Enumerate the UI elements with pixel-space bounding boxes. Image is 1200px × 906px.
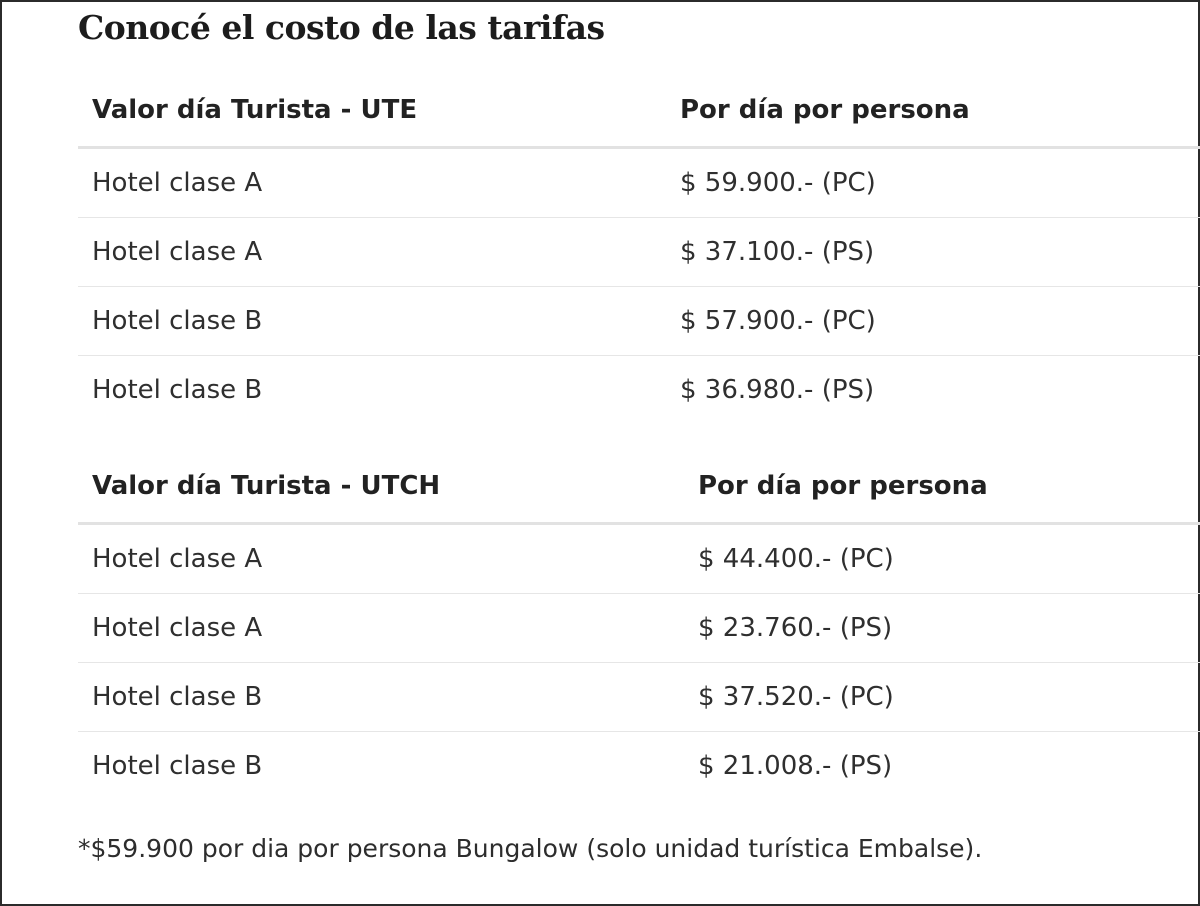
- hotel-class-cell: Hotel clase B: [92, 375, 263, 405]
- hotel-class-cell: Hotel clase A: [78, 147, 666, 218]
- table-header-row: Valor día Turista - UTCH Por día por per…: [78, 450, 1200, 525]
- hotel-class-cell: Hotel clase B: [78, 662, 684, 732]
- price-cell: $ 21.008.- (PS): [698, 751, 893, 781]
- footnote: *$59.900 por dia por persona Bungalow (s…: [78, 834, 983, 863]
- price-cell: $ 23.760.- (PS): [684, 593, 1200, 663]
- price-cell: $ 44.400.- (PC): [684, 523, 1200, 594]
- table-row: Hotel clase B $ 37.520.- (PC): [78, 662, 1200, 732]
- column-header-rate-type: Valor día Turista - UTCH: [78, 450, 684, 525]
- rates-table-ute: Valor día Turista - UTE Por día por pers…: [78, 74, 1200, 424]
- column-header-price: Por día por persona: [666, 74, 1200, 149]
- page-title: Conocé el costo de las tarifas: [78, 8, 605, 47]
- table-row: Hotel clase A $ 59.900.- (PC): [78, 147, 1200, 218]
- price-cell: $ 59.900.- (PC): [666, 147, 1200, 218]
- price-cell: $ 37.100.- (PS): [666, 217, 1200, 287]
- hotel-class-cell: Hotel clase B: [78, 286, 666, 356]
- hotel-class-cell: Hotel clase A: [78, 217, 666, 287]
- table-row: Hotel clase A $ 37.100.- (PS): [78, 217, 1200, 287]
- price-cell: $ 37.520.- (PC): [684, 662, 1200, 732]
- hotel-class-cell: Hotel clase A: [78, 523, 684, 594]
- table-header-row: Valor día Turista - UTE Por día por pers…: [78, 74, 1200, 149]
- table-row: Hotel clase B $ 36.980.- (PS): [78, 356, 1200, 425]
- table-row: Hotel clase A $ 44.400.- (PC): [78, 523, 1200, 594]
- column-header-price: Por día por persona: [684, 450, 1200, 525]
- table-row: Hotel clase A $ 23.760.- (PS): [78, 593, 1200, 663]
- hotel-class-cell: Hotel clase B: [92, 751, 263, 781]
- price-cell: $ 57.900.- (PC): [666, 286, 1200, 356]
- column-header-rate-type: Valor día Turista - UTE: [78, 74, 666, 149]
- table-row: Hotel clase B $ 21.008.- (PS): [78, 732, 1200, 801]
- table-row: Hotel clase B $ 57.900.- (PC): [78, 286, 1200, 356]
- price-cell: $ 36.980.- (PS): [680, 375, 875, 405]
- rates-table-utch: Valor día Turista - UTCH Por día por per…: [78, 450, 1200, 800]
- hotel-class-cell: Hotel clase A: [78, 593, 684, 663]
